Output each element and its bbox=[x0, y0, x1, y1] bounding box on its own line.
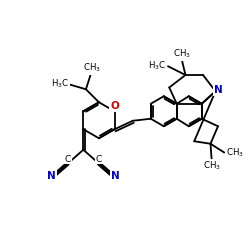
Text: N: N bbox=[111, 171, 120, 181]
Text: H$_3$C: H$_3$C bbox=[51, 77, 69, 90]
Text: N: N bbox=[214, 85, 223, 95]
Text: CH$_3$: CH$_3$ bbox=[203, 160, 221, 172]
Text: O: O bbox=[110, 101, 119, 111]
Text: CH$_3$: CH$_3$ bbox=[173, 48, 191, 60]
Text: C: C bbox=[96, 154, 102, 164]
Text: CH$_3$: CH$_3$ bbox=[83, 62, 101, 74]
Text: C: C bbox=[65, 154, 71, 164]
Text: N: N bbox=[47, 171, 56, 181]
Text: CH$_3$: CH$_3$ bbox=[226, 146, 244, 159]
Text: H$_3$C: H$_3$C bbox=[148, 60, 166, 72]
